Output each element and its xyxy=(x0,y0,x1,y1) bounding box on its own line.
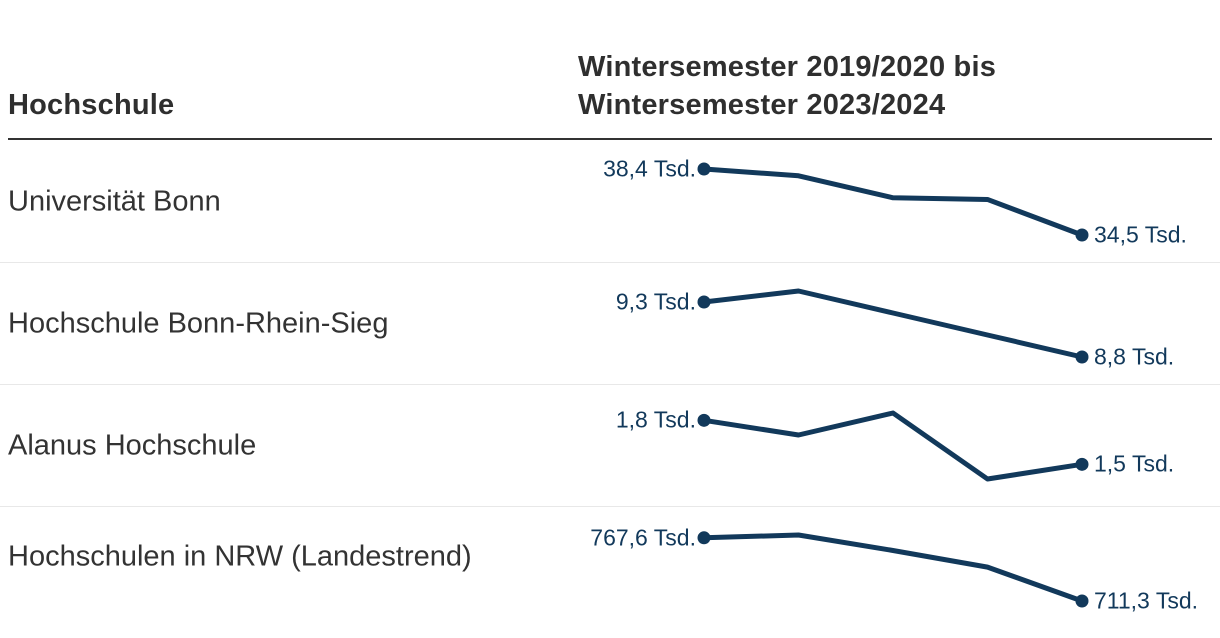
spark-end-value: 711,3 Tsd. xyxy=(1094,587,1199,614)
spark-start-value: 9,3 Tsd. xyxy=(615,288,696,315)
table-row: Alanus Hochschule 1,8 Tsd. 1,5 Tsd. xyxy=(0,385,1220,507)
column-header-period-line2: Wintersemester 2023/2024 xyxy=(578,89,946,121)
column-header-period-line1: Wintersemester 2019/2020 bis xyxy=(578,51,997,83)
row-label: Hochschulen in NRW (Landestrend) xyxy=(8,540,472,573)
sparkline-chart xyxy=(697,531,1089,608)
sparkline-cell: 1,8 Tsd. 1,5 Tsd. xyxy=(0,385,1220,506)
sparkline-cell: 767,6 Tsd. 711,3 Tsd. xyxy=(0,507,1220,638)
sparkline-chart xyxy=(697,288,1089,364)
row-label: Hochschule Bonn-Rhein-Sieg xyxy=(8,307,389,339)
spark-start-value: 38,4 Tsd. xyxy=(603,155,696,182)
table-header: Hochschule Wintersemester 2019/2020 bis … xyxy=(0,0,1220,140)
sparkline-cell: 9,3 Tsd. 8,8 Tsd. xyxy=(0,263,1220,384)
spark-start-value: 1,8 Tsd. xyxy=(615,406,696,433)
spark-start-value: 767,6 Tsd. xyxy=(590,524,696,551)
spark-end-value: 1,5 Tsd. xyxy=(1094,450,1175,477)
column-header-hochschule: Hochschule xyxy=(8,89,175,121)
spark-end-value: 8,8 Tsd. xyxy=(1094,343,1175,370)
table-row: Universität Bonn 38,4 Tsd. 34,5 Tsd. xyxy=(0,141,1220,263)
spark-end-value: 34,5 Tsd. xyxy=(1094,221,1187,248)
sparkline-chart xyxy=(697,162,1089,242)
column-header-period: Wintersemester 2019/2020 bis Wintersemes… xyxy=(578,48,996,124)
sparkline-cell: 38,4 Tsd. 34,5 Tsd. xyxy=(0,141,1220,262)
table-body: Universität Bonn 38,4 Tsd. 34,5 Tsd. Hoc… xyxy=(0,141,1220,638)
sparkline-chart xyxy=(697,410,1089,482)
table-row: Hochschule Bonn-Rhein-Sieg 9,3 Tsd. 8,8 … xyxy=(0,263,1220,385)
row-label: Alanus Hochschule xyxy=(8,429,257,461)
row-label: Universität Bonn xyxy=(8,185,221,217)
header-divider-rule xyxy=(8,138,1212,140)
table-row: Hochschulen in NRW (Landestrend) 767,6 T… xyxy=(0,507,1220,638)
